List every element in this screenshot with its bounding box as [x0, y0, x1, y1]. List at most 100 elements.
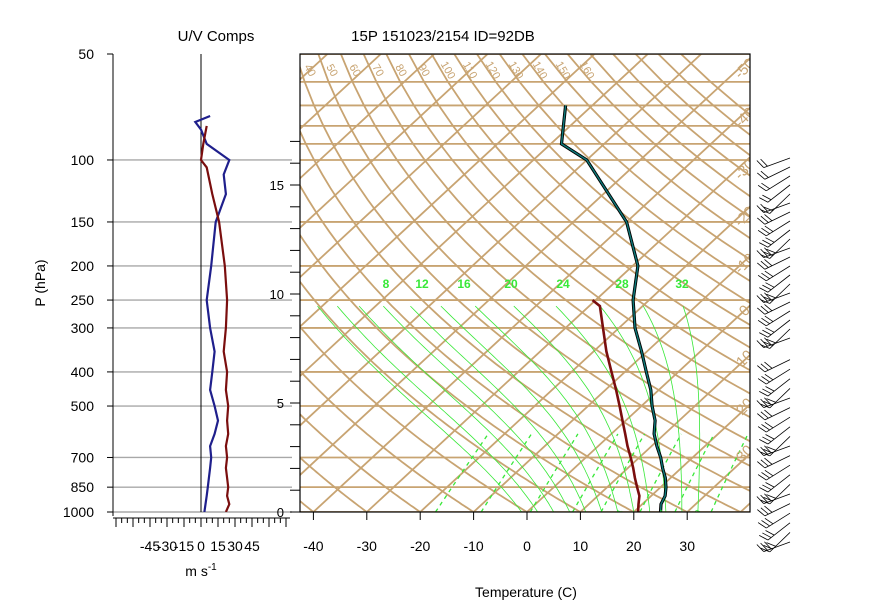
wind-barb [756, 247, 791, 258]
wind-barb [757, 220, 791, 237]
wind-barb [756, 292, 791, 303]
wind-barb [759, 522, 791, 541]
speed-tick-label: 45 [244, 538, 260, 554]
wind-barb [757, 211, 791, 225]
wind-barb [757, 368, 791, 385]
pressure-tick-label: 300 [71, 320, 95, 336]
wind-barb [757, 464, 791, 481]
height-tick-label: 0 [277, 505, 284, 520]
moist-bottom-label: 20 [691, 509, 704, 522]
mixing-ratio-label: 20 [504, 277, 518, 291]
dry-adiabat-label: 120 [483, 60, 503, 82]
temperature-axis-ticks: -40 -30 -20 -10 0 10 20 30 [303, 512, 695, 554]
wind-barb [760, 436, 791, 457]
dry-adiabat [300, 413, 422, 512]
isotherm [300, 54, 702, 427]
moist-bottom-label: 11 [581, 509, 594, 521]
wind-barb [756, 493, 791, 504]
height-tick-label: 5 [277, 396, 284, 411]
isotherm-edge-label: -40 [731, 104, 758, 131]
temperature-axis-label: Temperature (C) [475, 584, 577, 600]
wind-barb [759, 378, 791, 397]
wind-barb [756, 337, 791, 348]
pressure-tick-label: 50 [78, 46, 94, 62]
dry-adiabat-label: 70 [369, 62, 386, 79]
dry-adiabats [300, 54, 750, 512]
speed-tick-label: -45 [140, 538, 160, 554]
mixing-ratio-label: 24 [556, 277, 570, 291]
pressure-tick-label: 850 [71, 479, 95, 495]
uv-x-axis-label: m s-1 [185, 562, 217, 579]
pressure-tick-label: 150 [71, 214, 95, 230]
isotherm [300, 57, 750, 477]
moist-bottom-label: 17 [656, 509, 669, 522]
moist-bottom-label: 14 [613, 509, 626, 522]
temperature-tick-label: -30 [357, 538, 377, 554]
moist-adiabat [474, 305, 619, 512]
wind-barb [757, 301, 791, 315]
isotherm [312, 106, 750, 512]
dry-adiabat [634, 54, 750, 157]
wind-barb [756, 541, 791, 552]
mixing-ratio-lines [434, 433, 749, 512]
wind-barb [759, 229, 791, 248]
dry-adiabat [300, 280, 583, 512]
isotherm [300, 54, 596, 328]
moist-adiabat [410, 305, 587, 512]
dry-adiabat [453, 54, 750, 326]
temperature-tick-label: 0 [523, 538, 531, 554]
isotherm-edge-label: 20 [733, 395, 757, 419]
wind-barb [757, 512, 791, 529]
mixing-ratio-label: 8 [383, 277, 390, 291]
wind-barb [759, 274, 791, 293]
dry-adiabat-label: 100 [438, 60, 458, 82]
speed-tick-label: 15 [210, 538, 226, 554]
isotherm [300, 54, 435, 180]
isotherm [300, 54, 329, 81]
wind-barb [757, 256, 791, 270]
pressure-tick-label: 100 [71, 152, 95, 168]
uv-speed-ticks: -45-30-15 0 15 30 45 [113, 517, 290, 554]
pressure-tick-label: 400 [71, 364, 95, 380]
wind-barb [757, 310, 791, 327]
isotherm [300, 54, 649, 378]
isotherm [419, 205, 750, 512]
v-component-series [199, 125, 231, 512]
isotherms [300, 54, 750, 512]
wind-barb [756, 397, 791, 408]
mixing-ratio-line [639, 433, 682, 512]
uv-x-axis-unit: m s [185, 563, 208, 579]
moist-adiabat [358, 305, 555, 512]
wind-barb [756, 202, 791, 213]
temperature-trace-inner [560, 105, 667, 512]
uv-panel-title: U/V Comps [178, 28, 255, 45]
isotherm-edge-label: -10 [731, 250, 758, 277]
wind-barb [757, 503, 791, 517]
mixing-ratio-labels: 8 12 16 20 24 28 32 [383, 277, 689, 291]
dry-adiabat [408, 54, 750, 372]
uv-x-axis-unit-exponent: -1 [208, 562, 217, 573]
height-tick-label: 10 [270, 287, 284, 302]
pressure-tick-label: 1000 [63, 504, 94, 520]
dry-adiabat [300, 325, 529, 512]
wind-barb [759, 319, 791, 338]
dry-adiabat [340, 54, 750, 443]
dry-adiabat-label: 140 [530, 60, 550, 82]
dry-adiabat [300, 369, 476, 512]
pressure-tick-label: 700 [71, 449, 95, 465]
dry-adiabat-label: 160 [577, 60, 597, 82]
wind-barb [757, 455, 791, 469]
skewt-frame [299, 53, 751, 513]
dry-adiabat [680, 54, 750, 116]
wind-barb [759, 184, 791, 203]
pressure-tick-label: 200 [71, 258, 95, 274]
mixing-ratio-label: 32 [675, 277, 689, 291]
moist-adiabat [555, 305, 651, 512]
speed-tick-label: 0 [197, 538, 205, 554]
speed-tick-label: -15 [174, 538, 194, 554]
temperature-tick-label: 10 [573, 538, 589, 554]
moist-adiabat [317, 305, 523, 512]
wind-barb [757, 175, 791, 192]
